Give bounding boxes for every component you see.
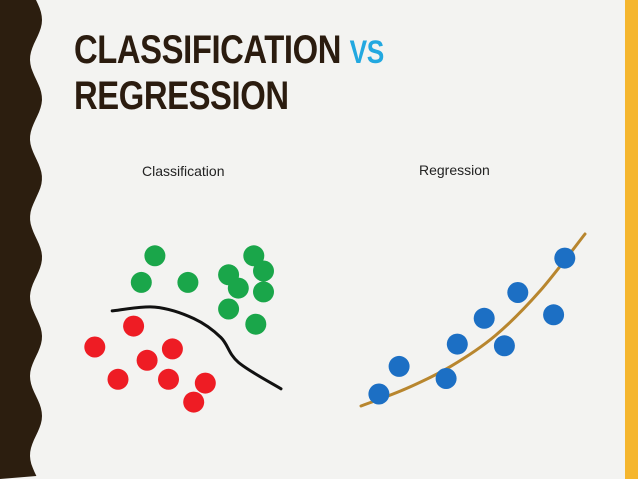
title-vs: VS	[349, 34, 385, 70]
class-a-point	[253, 260, 274, 282]
regression-point	[446, 333, 468, 355]
class-a-point	[227, 277, 249, 299]
regression-point	[554, 247, 576, 269]
slide-title: CLASSIFICATION VS REGRESSION	[74, 28, 384, 118]
class-b-point	[183, 391, 205, 413]
classification-plot	[84, 245, 283, 413]
class-b-point	[194, 372, 216, 394]
regression-point	[388, 355, 410, 377]
class-a-point	[245, 313, 267, 335]
class-b-point	[84, 336, 106, 358]
class-a-point	[130, 271, 152, 293]
class-a-point	[144, 245, 166, 267]
regression-point	[435, 368, 457, 389]
decision-boundary-line	[110, 305, 283, 391]
regression-point	[368, 383, 390, 405]
class-a-point	[253, 281, 274, 303]
regression-point	[507, 282, 529, 303]
class-b-point	[123, 315, 145, 337]
class-b-point	[161, 338, 183, 360]
class-a-point	[218, 298, 240, 320]
left-band-shape	[0, 0, 42, 479]
regression-fit-curve	[359, 232, 587, 408]
class-a-point	[243, 245, 265, 267]
title-line-classification: CLASSIFICATION	[74, 28, 341, 72]
classification-panel-label: Classification	[142, 163, 225, 179]
regression-plot	[359, 232, 587, 408]
regression-point	[543, 304, 565, 326]
left-wavy-band	[0, 0, 42, 479]
right-accent-bar	[625, 0, 638, 479]
regression-panel-label: Regression	[419, 162, 490, 178]
class-a-point	[177, 271, 199, 293]
class-b-point	[136, 349, 158, 371]
regression-point	[493, 335, 515, 357]
title-line-regression: REGRESSION	[74, 74, 289, 118]
regression-point	[473, 307, 495, 329]
class-b-point	[158, 368, 179, 390]
class-b-point	[107, 368, 129, 390]
